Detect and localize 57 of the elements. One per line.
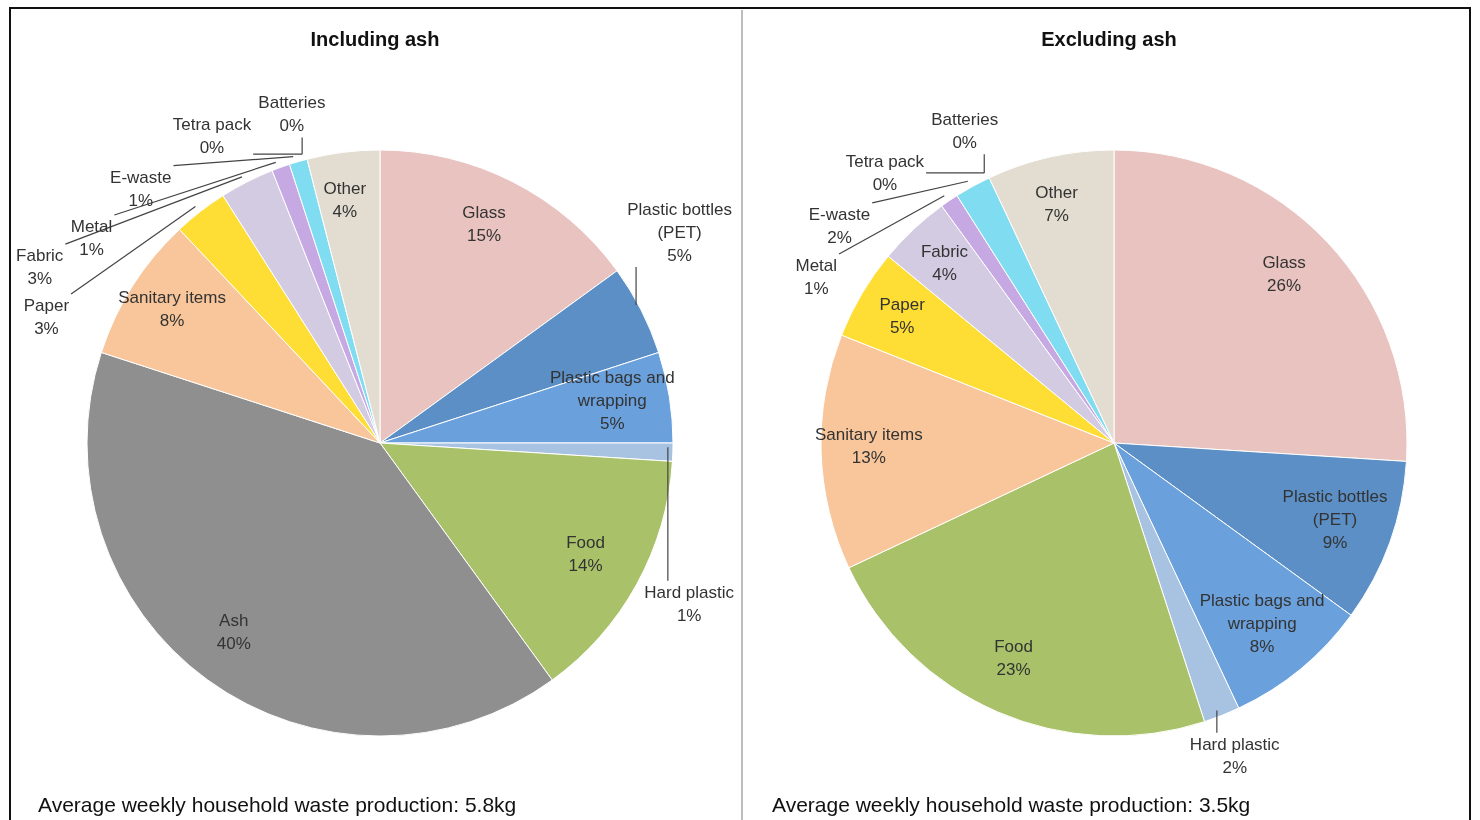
slice-label: Fabric — [919, 240, 970, 263]
text: Average weekly household waste production: 5.8kg — [38, 792, 517, 818]
slice-label: Sanitary items — [814, 423, 924, 446]
slice-label: Metal — [794, 255, 839, 278]
text: 0% — [279, 116, 305, 136]
data-label: 13% — [850, 446, 887, 469]
data-label: 1% — [127, 189, 155, 212]
data-label: 7% — [1043, 204, 1070, 227]
data-label: 8% — [1248, 635, 1276, 658]
data-label: 23% — [995, 659, 1032, 682]
slice-label: Sanitary items — [117, 287, 227, 310]
data-label: 4% — [331, 200, 359, 223]
slice-label: Other — [322, 177, 368, 200]
slice-label: Glass — [461, 201, 507, 224]
slice-label: Plastic bottles (PET) — [626, 199, 734, 245]
data-label: 1% — [675, 604, 703, 627]
text: Average weekly household waste production: 3.5kg — [772, 792, 1251, 818]
data-label: 15% — [466, 224, 503, 247]
slice-label: Other — [1034, 181, 1079, 204]
data-label: 3% — [26, 268, 53, 291]
slice-label: Paper — [22, 295, 71, 318]
category-label: Batteries — [931, 110, 999, 130]
slice-label: Plastic bags and wrapping — [1198, 589, 1326, 635]
data-label: 26% — [1266, 274, 1303, 297]
text: 0% — [872, 174, 898, 194]
text: 0% — [199, 138, 225, 158]
data-label: 1% — [78, 239, 105, 262]
data-label: 14% — [567, 554, 604, 577]
data-label: 40% — [215, 633, 252, 656]
slice-label: Paper — [878, 293, 926, 316]
category-label: Batteries — [258, 93, 326, 113]
data-label: 5% — [888, 316, 916, 339]
data-label: 4% — [931, 263, 958, 286]
legend-label: Tetra pack — [844, 150, 926, 173]
slice-label: Hard plastic — [643, 581, 736, 604]
slice-label: Glass — [1261, 251, 1307, 274]
data-label: 5% — [666, 245, 693, 268]
data-label: 5% — [599, 412, 626, 435]
slice-label: Food — [993, 636, 1034, 659]
slice-label: E-waste — [807, 203, 872, 226]
slice-label: Ash — [218, 610, 250, 633]
slice-label: Food — [565, 531, 606, 554]
text: 0% — [952, 133, 977, 153]
slice-label: Metal — [69, 216, 114, 239]
data-label: 3% — [33, 318, 60, 341]
chart-title: Excluding ash — [1041, 27, 1177, 52]
chart-title: Including ash — [310, 27, 440, 52]
slice-label: Fabric — [15, 245, 65, 268]
data-label: 2% — [1221, 756, 1249, 779]
category-label: Tetra pack — [172, 115, 252, 135]
data-label: 2% — [826, 226, 853, 249]
slice-label: Plastic bottles (PET) — [1281, 485, 1389, 531]
data-label: 8% — [158, 310, 186, 333]
data-label: 9% — [1321, 531, 1349, 554]
slice-label: Hard plastic — [1188, 733, 1281, 756]
slice-label: E-waste — [109, 166, 173, 189]
data-label: 1% — [802, 278, 830, 301]
